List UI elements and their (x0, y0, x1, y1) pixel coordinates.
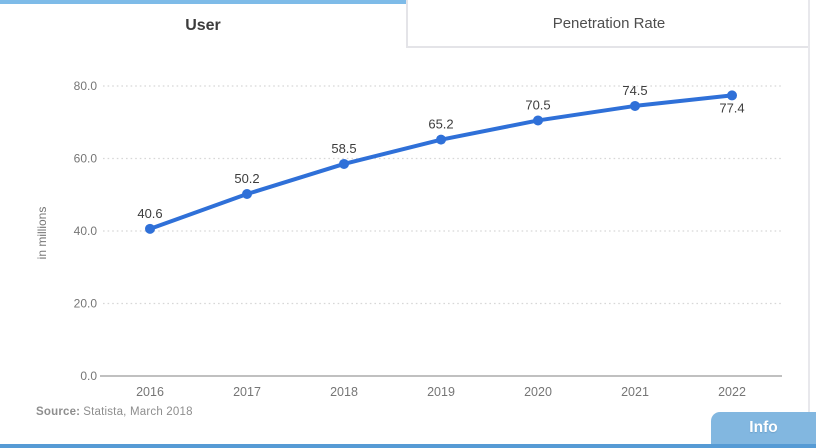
series-line (148, 93, 734, 231)
data-label: 65.2 (428, 117, 453, 132)
info-button[interactable]: Info (711, 412, 816, 444)
tab-penetration-rate-label: Penetration Rate (552, 14, 666, 32)
data-label: 50.2 (234, 171, 259, 186)
data-point[interactable] (630, 100, 640, 111)
x-tick-label: 2018 (330, 385, 358, 399)
y-tick-label: 60.0 (74, 152, 98, 166)
data-point[interactable] (436, 134, 446, 145)
data-point[interactable] (727, 90, 737, 101)
x-tick-label: 2016 (136, 385, 164, 399)
x-tick-label: 2019 (427, 385, 455, 399)
x-tick-label: 2017 (233, 385, 261, 399)
y-tick-label: 20.0 (74, 297, 98, 311)
source-text: Statista, March 2018 (83, 406, 193, 418)
data-point[interactable] (533, 115, 543, 126)
source-label: Source: (36, 406, 81, 418)
info-button-label: Info (749, 419, 778, 436)
panel-right-border (808, 0, 810, 412)
x-tick-label: 2020 (524, 385, 552, 399)
data-label: 70.5 (525, 97, 550, 112)
data-label: 77.4 (719, 100, 744, 115)
source-note: Source: Statista, March 2018 (36, 406, 193, 418)
data-point[interactable] (339, 158, 349, 169)
data-point[interactable] (145, 223, 155, 234)
x-tick-label: 2022 (718, 385, 746, 399)
data-label: 40.6 (137, 206, 162, 221)
x-tick-label: 2021 (621, 385, 649, 399)
data-point[interactable] (242, 189, 252, 200)
tab-penetration-rate[interactable]: Penetration Rate (406, 0, 810, 48)
y-tick-label: 40.0 (74, 224, 98, 238)
bottom-accent-bar (0, 444, 816, 448)
y-tick-label: 0.0 (80, 369, 97, 383)
tab-user[interactable]: User (0, 0, 406, 47)
tab-user-label: User (185, 16, 221, 34)
y-tick-label: 80.0 (74, 79, 98, 93)
data-label: 58.5 (331, 141, 356, 156)
y-axis-title: in millions (35, 207, 49, 260)
data-label: 74.5 (622, 83, 647, 98)
